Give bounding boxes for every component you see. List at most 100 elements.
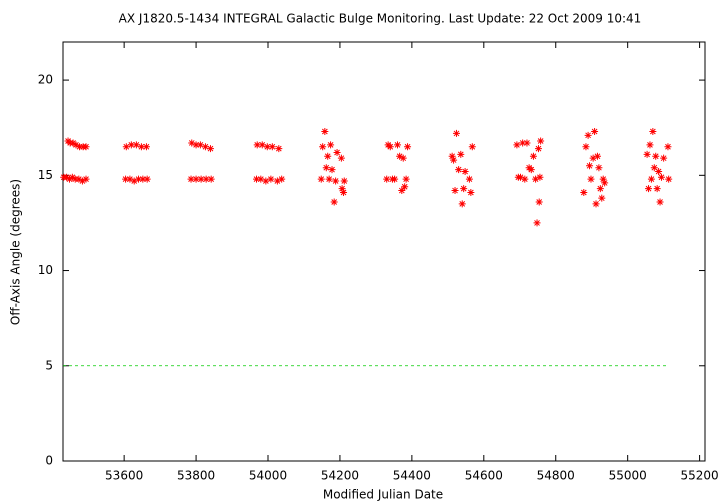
data-point xyxy=(201,143,209,151)
data-point xyxy=(586,162,594,170)
data-point xyxy=(321,128,329,136)
data-point xyxy=(337,154,345,162)
data-point xyxy=(319,143,327,151)
data-point xyxy=(652,152,660,160)
y-tick-label: 15 xyxy=(38,168,53,182)
data-point xyxy=(72,141,80,149)
data-point xyxy=(273,177,281,185)
data-point xyxy=(258,141,266,149)
data-point xyxy=(457,150,465,158)
data-point xyxy=(137,143,145,151)
data-point xyxy=(516,173,524,181)
data-point xyxy=(598,194,606,202)
data-point xyxy=(130,177,138,185)
x-axis-label: Modified Julian Date xyxy=(323,488,443,502)
data-point xyxy=(595,164,603,172)
data-point xyxy=(650,164,658,172)
data-point xyxy=(593,152,601,160)
data-point xyxy=(646,141,654,149)
data-point xyxy=(325,175,333,183)
data-point xyxy=(322,164,330,172)
data-point xyxy=(589,154,597,162)
plot-frame xyxy=(62,41,706,462)
data-point xyxy=(647,175,655,183)
data-point xyxy=(461,168,469,176)
data-point xyxy=(404,143,412,151)
data-point xyxy=(460,185,468,193)
data-point xyxy=(142,143,150,151)
data-point xyxy=(452,129,460,137)
data-point xyxy=(139,175,147,183)
data-point xyxy=(450,156,458,164)
data-point xyxy=(196,141,204,149)
data-point xyxy=(601,179,609,187)
y-tick-label: 20 xyxy=(38,73,53,87)
data-point xyxy=(402,175,410,183)
x-tick-label: 55200 xyxy=(681,469,719,483)
data-point xyxy=(135,175,143,183)
data-point xyxy=(398,187,406,195)
data-point xyxy=(330,198,338,206)
data-point xyxy=(257,175,265,183)
data-point xyxy=(75,175,83,183)
data-point xyxy=(533,219,541,227)
data-point xyxy=(468,143,476,151)
data-point xyxy=(278,175,286,183)
data-point xyxy=(582,143,590,151)
data-point xyxy=(643,150,651,158)
data-point xyxy=(653,185,661,193)
data-point xyxy=(324,152,332,160)
data-point xyxy=(262,177,270,185)
data-point xyxy=(327,141,335,149)
data-point xyxy=(202,175,210,183)
data-point xyxy=(252,175,260,183)
data-point xyxy=(519,139,527,147)
data-point xyxy=(328,166,336,174)
data-point xyxy=(656,198,664,206)
data-point xyxy=(458,200,466,208)
data-point xyxy=(537,137,545,145)
data-point xyxy=(513,141,521,149)
data-point xyxy=(187,175,195,183)
data-point xyxy=(188,139,196,147)
data-point xyxy=(596,185,604,193)
data-point xyxy=(65,175,73,183)
data-point xyxy=(587,175,595,183)
data-point xyxy=(333,148,341,156)
data-point xyxy=(645,185,653,193)
x-tick-label: 55000 xyxy=(609,469,647,483)
data-point xyxy=(386,143,394,151)
data-point xyxy=(665,175,673,183)
data-point xyxy=(649,128,657,136)
data-point xyxy=(69,139,77,147)
data-point xyxy=(660,154,668,162)
data-point xyxy=(126,175,134,183)
data-point xyxy=(527,166,535,174)
data-point xyxy=(275,145,283,153)
data-point xyxy=(263,143,271,151)
data-point xyxy=(529,152,537,160)
x-tick-label: 53600 xyxy=(105,469,143,483)
data-point xyxy=(122,143,130,151)
data-point xyxy=(664,143,672,151)
data-point xyxy=(580,188,588,196)
data-point xyxy=(401,183,409,191)
data-point xyxy=(535,198,543,206)
data-point xyxy=(68,173,76,181)
x-tick-label: 54600 xyxy=(465,469,503,483)
data-point xyxy=(657,173,665,181)
y-axis-label: Off-Axis Angle (degrees) xyxy=(9,179,23,325)
data-point xyxy=(584,131,592,139)
data-point xyxy=(534,145,542,153)
data-point xyxy=(268,143,276,151)
x-tick-label: 53800 xyxy=(177,469,215,483)
data-point xyxy=(132,141,140,149)
data-point xyxy=(207,175,215,183)
data-point xyxy=(82,143,90,151)
data-point xyxy=(192,141,200,149)
data-point xyxy=(455,166,463,174)
y-tick-label: 10 xyxy=(38,263,53,277)
data-point xyxy=(338,185,346,193)
data-point xyxy=(206,145,214,153)
